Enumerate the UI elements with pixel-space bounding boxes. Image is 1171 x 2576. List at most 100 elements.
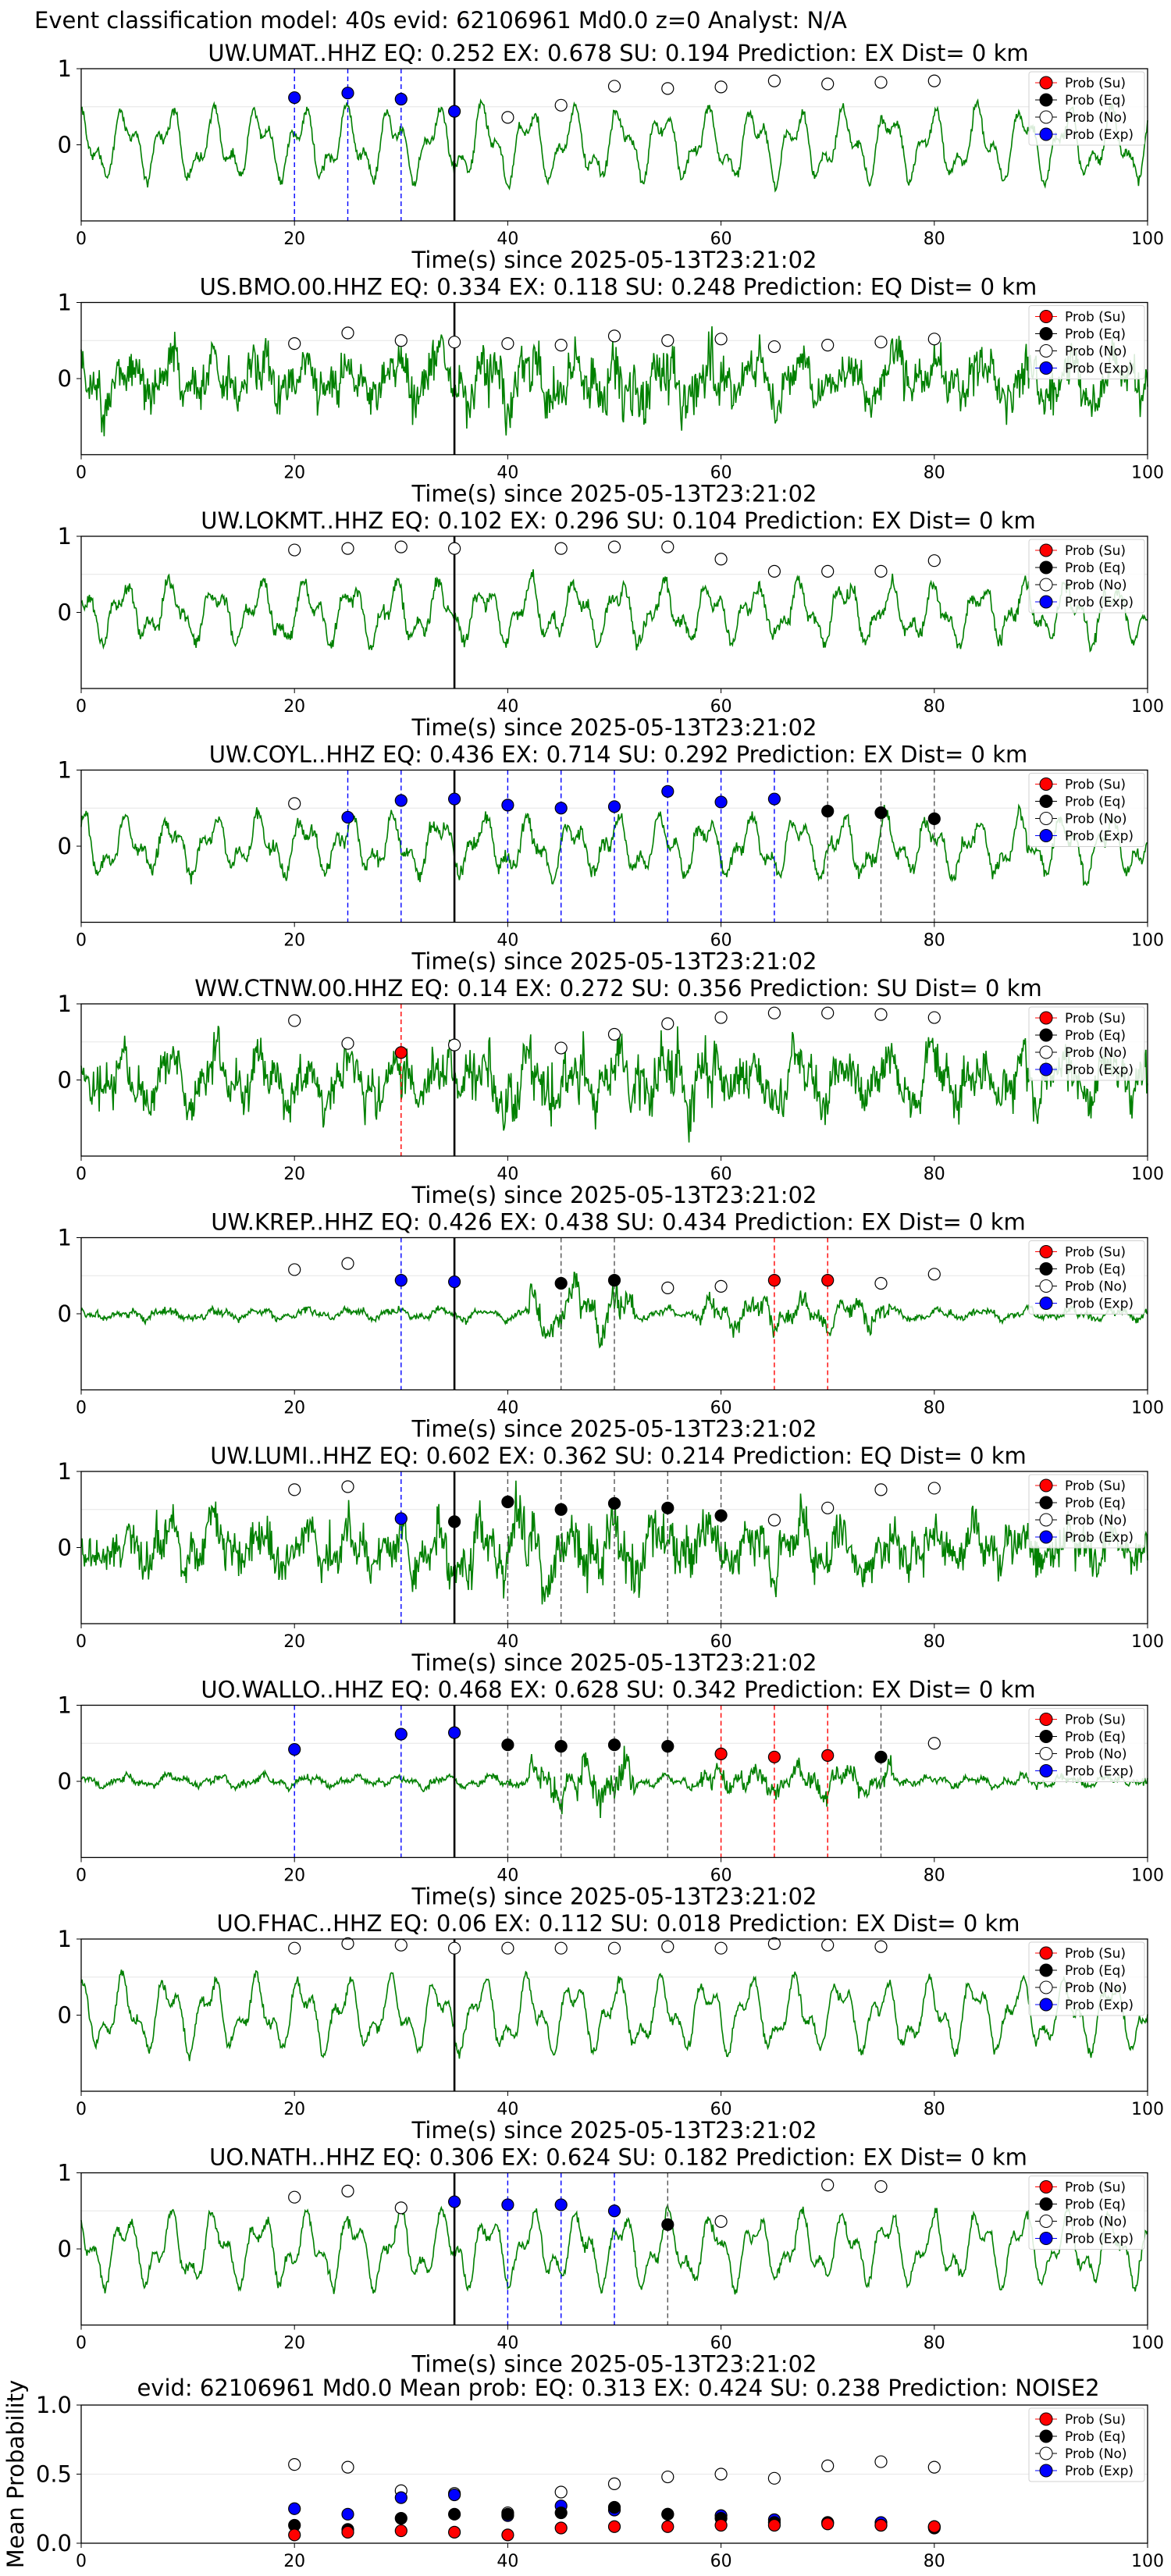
mean-marker-no: [288, 2458, 301, 2471]
legend-marker: [1039, 1496, 1053, 1510]
legend-label: Prob (Exp): [1065, 595, 1134, 610]
x-tick-label: 100: [1131, 2552, 1164, 2571]
legend: Prob (Su)Prob (Eq)Prob (No)Prob (Exp): [1028, 2407, 1145, 2482]
x-tick-label: 0: [76, 464, 87, 483]
y-tick-label: 0: [58, 1067, 72, 1094]
legend: Prob (Su)Prob (Eq)Prob (No)Prob (Exp): [1028, 1240, 1145, 1315]
legend-label: Prob (Exp): [1065, 829, 1134, 845]
mean-marker-su: [607, 2520, 621, 2533]
legend-marker: [1039, 1045, 1053, 1059]
legend: Prob (Su)Prob (Eq)Prob (No)Prob (Exp): [1028, 539, 1145, 614]
x-tick-label: 40: [497, 229, 518, 249]
prob-marker-no: [661, 1281, 674, 1294]
prob-marker-no: [874, 76, 888, 89]
legend-label: Prob (Su): [1065, 2412, 1126, 2428]
legend-frame: [1028, 305, 1145, 379]
y-tick-label: 1.0: [36, 2392, 72, 2418]
prob-marker-eq: [927, 812, 941, 826]
legend: Prob (Su)Prob (Eq)Prob (No)Prob (Exp): [1028, 1474, 1145, 1549]
prob-marker-no: [874, 564, 888, 578]
legend-label: Prob (Eq): [1065, 560, 1126, 576]
legend-label: Prob (No): [1065, 110, 1127, 126]
panel-title: WW.CTNW.00.HHZ EQ: 0.14 EX: 0.272 SU: 0.…: [194, 975, 1042, 1002]
x-tick-label: 100: [1131, 2334, 1164, 2354]
x-tick-label: 40: [497, 931, 518, 951]
waveform-trace: [80, 1745, 1148, 1819]
prob-marker-su: [767, 1273, 781, 1287]
legend: Prob (Su)Prob (Eq)Prob (No)Prob (Exp): [1028, 2176, 1145, 2250]
prob-marker-su: [394, 1046, 408, 1059]
x-tick-label: 80: [924, 2334, 945, 2354]
station-panel: UW.COYL..HHZ EQ: 0.436 EX: 0.714 SU: 0.2…: [58, 742, 1164, 975]
x-tick-label: 40: [497, 464, 518, 483]
prob-marker-exp: [288, 91, 301, 105]
prob-marker-no: [554, 1941, 568, 1955]
mean-marker-su: [288, 2528, 301, 2542]
prob-marker-exp: [288, 1742, 301, 1756]
x-tick-label: 40: [497, 1632, 518, 1652]
legend-label: Prob (No): [1065, 1513, 1127, 1528]
waveform-trace: [80, 1026, 1148, 1143]
legend: Prob (Su)Prob (Eq)Prob (No)Prob (Exp): [1028, 1941, 1145, 2016]
legend-label: Prob (Eq): [1065, 1496, 1126, 1511]
x-tick-label: 80: [924, 1866, 945, 1886]
prob-marker-exp: [447, 792, 461, 806]
prob-marker-no: [767, 340, 781, 354]
x-tick-label: 60: [710, 464, 732, 483]
legend-label: Prob (Eq): [1065, 2197, 1126, 2213]
prob-marker-eq: [714, 1509, 728, 1522]
legend: Prob (Su)Prob (Eq)Prob (No)Prob (Exp): [1028, 1006, 1145, 1081]
legend-marker: [1039, 795, 1053, 808]
mean-marker-exp: [341, 2507, 354, 2521]
x-tick-label: 60: [710, 1399, 732, 1418]
prob-marker-no: [607, 329, 621, 343]
station-panel: UO.FHAC..HHZ EQ: 0.06 EX: 0.112 SU: 0.01…: [58, 1910, 1164, 2144]
x-tick-label: 80: [924, 1399, 945, 1418]
y-tick-label: 1: [58, 523, 72, 550]
legend-marker: [1039, 829, 1053, 842]
x-tick-label: 40: [497, 2552, 518, 2571]
prob-marker-no: [341, 1257, 354, 1270]
legend-label: Prob (Eq): [1065, 1963, 1126, 1979]
prob-marker-no: [714, 1941, 728, 1955]
legend-label: Prob (No): [1065, 1279, 1127, 1295]
legend-marker: [1039, 310, 1053, 323]
x-tick-label: 0: [76, 1165, 87, 1184]
x-tick-label: 60: [710, 697, 732, 717]
legend-marker: [1039, 1764, 1053, 1777]
mean-marker-su: [501, 2528, 514, 2542]
prob-marker-no: [714, 2215, 728, 2228]
x-tick-label: 0: [76, 1632, 87, 1652]
prob-marker-no: [341, 542, 354, 555]
x-tick-label: 40: [497, 2100, 518, 2119]
prob-marker-no: [927, 74, 941, 87]
x-tick-label: 40: [497, 1165, 518, 1184]
y-tick-label: 0: [58, 1535, 72, 1561]
waveform-trace: [80, 98, 1148, 193]
y-tick-label: 1: [58, 2160, 72, 2186]
x-axis-label: Time(s) since 2025-05-13T23:21:02: [411, 1884, 817, 1910]
legend-label: Prob (Exp): [1065, 1764, 1134, 1780]
prob-marker-exp: [554, 2198, 568, 2211]
prob-marker-no: [927, 1268, 941, 1281]
panel-title: UW.LOKMT..HHZ EQ: 0.102 EX: 0.296 SU: 0.…: [201, 507, 1035, 534]
prob-marker-no: [927, 333, 941, 346]
legend-marker: [1039, 777, 1053, 791]
legend-label: Prob (Su): [1065, 76, 1126, 91]
prob-marker-no: [927, 1482, 941, 1495]
prob-marker-no: [554, 542, 568, 555]
prob-marker-exp: [554, 802, 568, 815]
waveform-trace: [80, 1969, 1148, 2062]
station-panel: UW.KREP..HHZ EQ: 0.426 EX: 0.438 SU: 0.4…: [58, 1209, 1164, 1443]
legend-marker: [1039, 1262, 1053, 1276]
mean-marker-eq: [394, 2512, 408, 2525]
x-tick-label: 0: [76, 931, 87, 951]
prob-marker-no: [607, 540, 621, 553]
legend-label: Prob (Exp): [1065, 127, 1134, 143]
prob-marker-no: [288, 337, 301, 350]
prob-marker-no: [554, 98, 568, 112]
figure-header: Event classification model: 40s evid: 62…: [34, 7, 847, 34]
prob-marker-no: [874, 336, 888, 349]
prob-marker-no: [288, 797, 301, 810]
legend-marker: [1039, 2180, 1053, 2194]
